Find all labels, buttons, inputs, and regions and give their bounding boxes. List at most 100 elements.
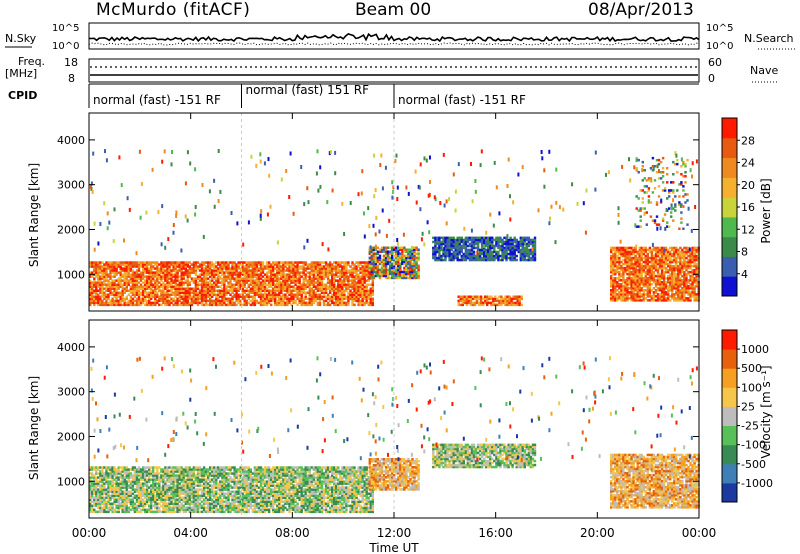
range-cell [681,281,684,284]
range-cell [180,281,183,284]
range-cell [409,270,412,274]
range-cell [133,279,137,282]
range-cell [622,248,625,252]
range-cell [506,295,509,298]
range-cell [652,299,656,302]
range-cell [395,246,398,249]
range-cell [133,293,137,296]
range-cell [288,275,291,278]
range-cell [321,242,324,247]
range-cell [454,250,457,254]
range-cell [373,153,376,158]
range-cell [255,267,259,270]
range-cell [123,263,126,266]
range-cell [618,283,621,286]
range-cell [166,265,169,268]
range-cell [527,244,531,248]
range-cell [304,291,307,294]
range-cell [492,299,495,303]
range-cell [649,177,653,180]
range-cell [413,262,416,266]
range-cell [333,295,336,298]
range-cell [664,281,668,284]
range-cell [681,254,684,258]
range-cell [635,167,638,170]
range-cell [669,279,672,282]
range-cell [513,258,516,262]
range-cell [630,258,633,262]
range-cell [143,261,147,264]
range-cell [89,299,92,303]
range-cell [614,281,617,284]
range-cell [666,197,669,200]
range-cell [292,285,295,288]
range-cell [413,266,416,270]
range-cell [89,297,92,301]
range-cell [667,256,670,260]
range-cell [186,269,189,272]
range-cell [379,163,382,167]
range-cell [229,279,232,282]
range-cell [685,266,688,270]
range-cell [372,260,376,264]
range-cell [637,171,640,174]
range-cell [504,301,507,305]
range-cell [653,221,657,224]
range-cell [282,299,285,303]
range-cell [316,303,320,307]
range-cell [152,277,155,280]
range-cell [361,267,364,270]
range-cell [223,267,226,270]
range-cell [529,238,533,242]
range-cell [294,275,297,278]
range-cell [491,244,494,248]
range-cell [296,293,299,296]
range-cell [628,274,631,278]
range-cell [312,289,316,292]
range-cell [355,277,358,280]
range-cell [105,269,108,272]
range-cell [247,291,250,294]
range-cell [624,266,627,270]
range-cell [213,285,216,288]
range-cell [376,266,380,270]
range-cell [363,234,366,239]
range-cell [640,295,643,298]
range-cell [380,268,384,272]
range-cell [123,291,126,294]
range-cell [656,283,660,286]
range-cell [458,236,461,240]
range-cell [109,287,112,290]
range-cell [257,289,261,292]
range-cell [669,283,672,286]
range-cell [474,242,478,246]
range-cell [624,293,627,296]
range-cell [99,261,102,264]
range-cell [468,248,472,252]
range-cell [213,277,216,280]
range-cell [316,289,320,292]
range-cell [113,271,116,274]
range-cell [665,208,668,212]
range-cell [206,273,210,276]
range-cell [314,267,318,270]
range-cell [231,273,234,276]
range-cell [521,236,524,240]
range-cell [622,289,625,292]
range-cell [612,285,615,288]
range-cell [614,277,617,280]
range-cell [150,293,153,296]
range-cell [322,277,326,280]
range-cell [357,261,360,264]
range-cell [639,189,642,192]
range-cell [521,258,524,262]
range-cell [351,273,354,276]
range-cell [681,287,684,290]
range-cell [97,267,100,270]
range-cell [326,200,329,205]
range-cell [382,270,386,274]
range-cell [438,238,441,242]
range-cell [143,279,147,282]
range-cell [339,285,342,288]
range-cell [316,285,320,288]
